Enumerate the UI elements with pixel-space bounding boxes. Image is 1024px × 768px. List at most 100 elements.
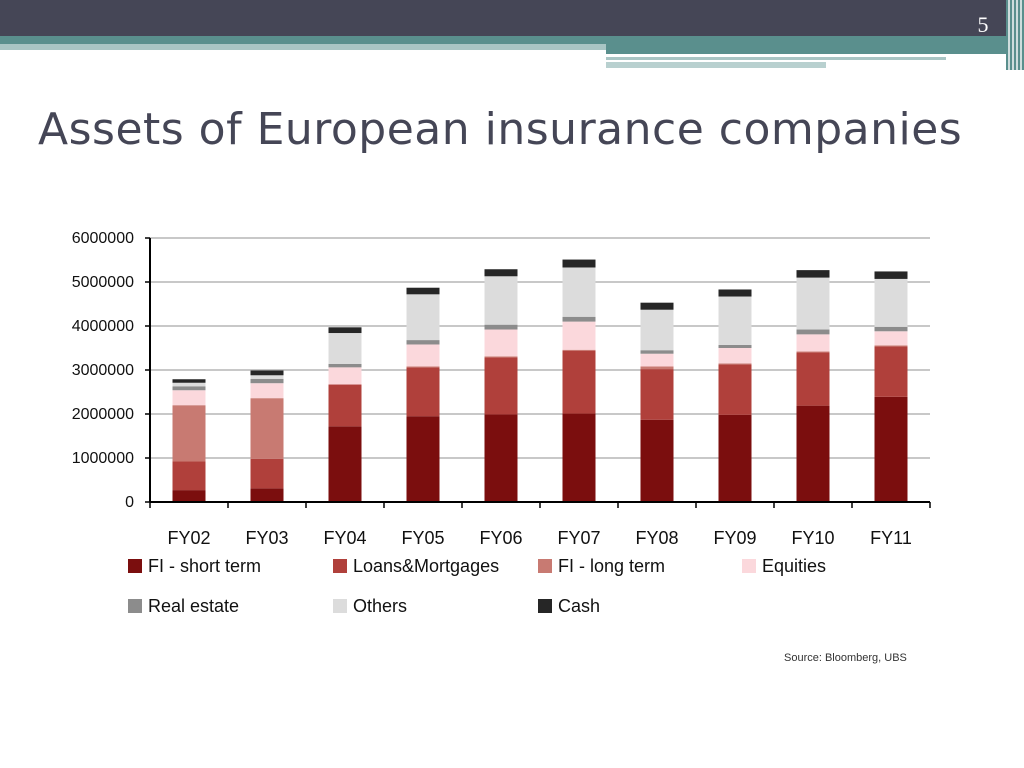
bar-segment [562, 321, 596, 350]
bar-segment [172, 382, 206, 387]
header-band-right [606, 44, 1006, 54]
x-tick-label: FY03 [245, 528, 288, 548]
bar-segment [718, 414, 752, 502]
bar-segment [484, 329, 518, 357]
legend-label: Equities [762, 556, 826, 576]
legend-swatch [538, 599, 552, 613]
bar-segment [328, 384, 362, 427]
legend-label: Loans&Mortgages [353, 556, 499, 576]
legend-label: Cash [558, 596, 600, 616]
bar-segment [328, 327, 362, 334]
bar-segment [874, 331, 908, 346]
source-note: Source: Bloomberg, UBS [784, 652, 907, 664]
bar-segment [250, 398, 284, 459]
y-tick-label: 5000000 [72, 274, 134, 291]
stacked-bar-chart: 0 1000000 2000000 3000000 4000000 5000000 6000… [72, 230, 931, 616]
y-tick-label: 2000000 [72, 406, 134, 423]
bar-segment [796, 351, 830, 353]
bar-segment [484, 269, 518, 277]
bar-segment [328, 367, 362, 385]
bar-segment [874, 346, 908, 397]
legend-label: FI - long term [558, 556, 665, 576]
legend-swatch [128, 599, 142, 613]
legend-swatch [333, 599, 347, 613]
legend-label: Real estate [148, 596, 239, 616]
x-tick-label: FY06 [479, 528, 522, 548]
bar-segment [718, 344, 752, 348]
bar-segment [328, 426, 362, 502]
bar-segment [640, 369, 674, 420]
bar-segment [406, 416, 440, 502]
x-tick-label: FY02 [167, 528, 210, 548]
slide-title: Assets of European insurance companies [38, 104, 963, 155]
legend-label: Others [353, 596, 407, 616]
y-tick-label: 6000000 [72, 230, 134, 247]
bar-segment [562, 350, 596, 414]
x-tick-label: FY11 [870, 528, 912, 548]
y-tick-label: 0 [125, 494, 134, 511]
bar-segment [406, 344, 440, 367]
bar-segment [640, 350, 674, 354]
x-tick-label: FY07 [557, 528, 600, 548]
bar-segment [484, 324, 518, 330]
bar-segment [796, 277, 830, 330]
header-stripes [1006, 0, 1024, 70]
bar-segment [406, 367, 440, 417]
bar-segment [172, 461, 206, 491]
bar-segment [484, 357, 518, 415]
bar-segment [874, 271, 908, 279]
legend-label: FI - short term [148, 556, 261, 576]
x-tick-label: FY05 [401, 528, 444, 548]
bar-segment [718, 348, 752, 364]
bar-segment [562, 349, 596, 351]
x-tick-label: FY04 [323, 528, 366, 548]
bar-segment [250, 458, 284, 489]
bar-segment [172, 390, 206, 406]
bar-segment [406, 287, 440, 295]
header-band-lower [606, 62, 826, 68]
bar-segment [406, 294, 440, 341]
bar-segment [250, 488, 284, 502]
bar-segment [796, 329, 830, 335]
bar-segment [718, 363, 752, 365]
bar-segment [172, 490, 206, 502]
bar-segment [406, 366, 440, 368]
bar-segment [172, 386, 206, 391]
header-band-light [0, 44, 606, 50]
bar-segment [718, 296, 752, 345]
x-tick-label: FY10 [791, 528, 834, 548]
bar-segment [640, 302, 674, 310]
bar-segment [172, 405, 206, 462]
bar-segment [718, 364, 752, 415]
legend-swatch [333, 559, 347, 573]
x-tick-label: FY08 [635, 528, 678, 548]
header-bar [0, 0, 1024, 36]
bar-segment [484, 276, 518, 325]
y-tick-label: 4000000 [72, 318, 134, 335]
legend-swatch [128, 559, 142, 573]
bar-segment [406, 340, 440, 345]
bar-segment [250, 383, 284, 399]
bar-segment [796, 352, 830, 406]
bar-segment [562, 413, 596, 502]
y-tick-label: 3000000 [72, 362, 134, 379]
bar-segment [796, 334, 830, 352]
bar-segment [796, 405, 830, 502]
bar-segment [640, 309, 674, 351]
bar-segment [640, 419, 674, 502]
legend-swatch [538, 559, 552, 573]
bar-segment [562, 259, 596, 268]
bar-segment [796, 270, 830, 278]
x-tick-label: FY09 [713, 528, 756, 548]
bar-segment [562, 316, 596, 322]
bar-segment [874, 345, 908, 347]
bar-segment [250, 370, 284, 376]
bar-segment [328, 363, 362, 368]
bar-segment [718, 289, 752, 297]
bar-segment [874, 396, 908, 502]
bar-segment [640, 366, 674, 370]
legend-swatch [742, 559, 756, 573]
bar-segment [562, 267, 596, 317]
header-band-thin [606, 57, 946, 60]
y-tick-label: 1000000 [72, 450, 134, 467]
